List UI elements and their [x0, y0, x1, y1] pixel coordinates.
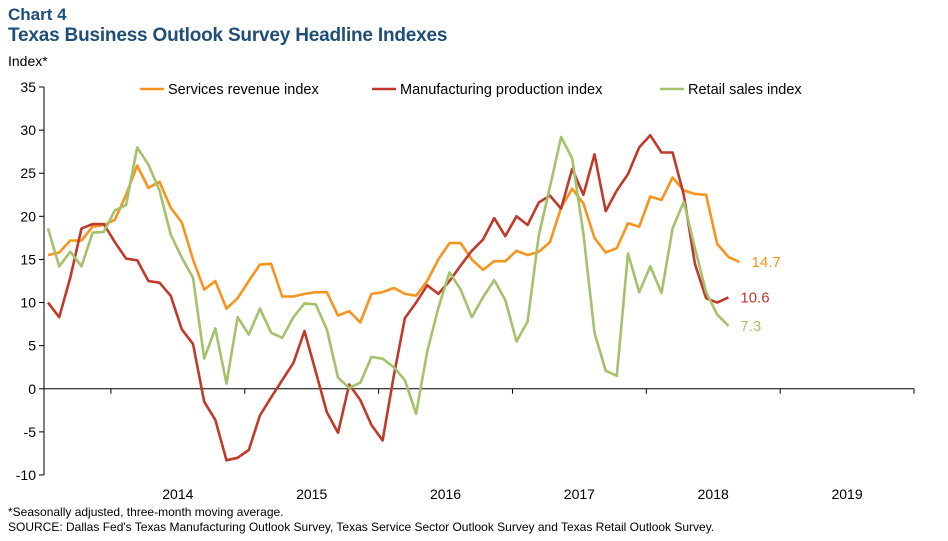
- y-tick-label: 5: [28, 338, 36, 354]
- series-end-label: 7.3: [740, 318, 761, 335]
- series-end-label: 14.7: [752, 254, 781, 271]
- chart-title: Texas Business Outlook Survey Headline I…: [8, 25, 448, 46]
- y-tick-label: 0: [28, 381, 36, 397]
- series-line-services-revenue-index: [47, 164, 741, 324]
- legend-label: Services revenue index: [168, 82, 319, 98]
- y-tick-label: 35: [20, 79, 36, 95]
- y-tick-label: -10: [16, 467, 36, 483]
- x-tick-label: 2019: [831, 486, 862, 502]
- y-tick-label: -5: [24, 424, 37, 440]
- y-axis-label: Index*: [8, 53, 48, 69]
- y-tick-label: 15: [20, 251, 36, 267]
- series-end-label: 10.6: [740, 289, 769, 306]
- footnote-note: *Seasonally adjusted, three-month moving…: [8, 505, 284, 519]
- legend-label: Manufacturing production index: [400, 82, 603, 98]
- x-tick-label: 2018: [698, 486, 729, 502]
- y-tick-label: 30: [20, 122, 36, 138]
- series-line-retail-sales-index: [46, 135, 730, 416]
- series-line-manufacturing-production-index: [46, 134, 729, 462]
- x-tick-label: 2015: [296, 486, 327, 502]
- x-tick-label: 2014: [162, 486, 193, 502]
- x-tick-label: 2016: [430, 486, 461, 502]
- chart-label: Chart 4: [8, 5, 67, 24]
- y-tick-label: 25: [20, 165, 36, 181]
- y-tick-label: 10: [20, 295, 36, 311]
- legend-label: Retail sales index: [688, 82, 802, 98]
- y-tick-label: 20: [20, 208, 36, 224]
- footnote-source: SOURCE: Dallas Fed's Texas Manufacturing…: [8, 520, 715, 534]
- x-tick-label: 2017: [564, 486, 595, 502]
